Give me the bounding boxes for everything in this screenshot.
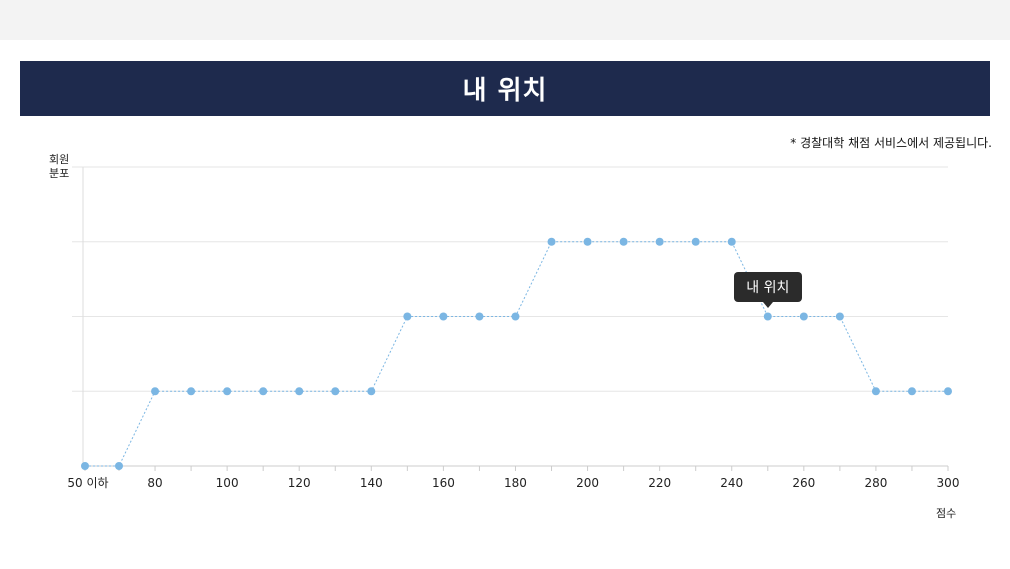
data-point <box>331 387 340 396</box>
data-point <box>907 387 916 396</box>
top-strip <box>0 0 1010 40</box>
data-point <box>511 312 520 321</box>
data-point <box>187 387 196 396</box>
x-tick-label: 140 <box>360 476 383 490</box>
title-bar: 내 위치 <box>20 61 990 116</box>
series-line <box>85 241 948 467</box>
page-title: 내 위치 <box>462 76 548 106</box>
data-point <box>583 237 592 246</box>
data-point <box>259 387 268 396</box>
x-tick-label: 50 이하 <box>67 476 108 490</box>
line-layer <box>85 241 948 467</box>
x-tick-label: 220 <box>648 476 671 490</box>
data-point <box>403 312 412 321</box>
data-point <box>475 312 484 321</box>
x-tick-label: 160 <box>432 476 455 490</box>
x-tick-label: 180 <box>504 476 527 490</box>
data-point <box>944 387 952 396</box>
grid-layer <box>72 166 948 392</box>
x-tick-label: 300 <box>937 476 960 490</box>
tick-layer: 50 이하 80 100 120 140 160 180 200 220 240 260 280 300 <box>67 476 959 490</box>
data-point <box>871 387 880 396</box>
x-tick-label: 280 <box>864 476 887 490</box>
data-point <box>115 462 123 470</box>
my-position-tooltip: 내 위치 <box>733 272 802 308</box>
data-point <box>367 387 376 396</box>
x-tick-label: 260 <box>792 476 815 490</box>
y-axis-label: 회원 분포 <box>49 153 70 180</box>
data-point <box>439 312 448 321</box>
x-tick-label: 240 <box>720 476 743 490</box>
data-point <box>619 237 628 246</box>
x-tick-label: 120 <box>288 476 311 490</box>
source-note: * 경찰대학 채점 서비스에서 제공됩니다. <box>790 136 992 150</box>
data-point <box>655 237 664 246</box>
x-axis-label: 점수 <box>936 507 957 520</box>
data-point <box>691 237 700 246</box>
data-point <box>799 312 808 321</box>
x-tick-label: 80 <box>147 476 162 490</box>
data-point <box>223 387 232 396</box>
x-tick-label: 200 <box>576 476 599 490</box>
data-point <box>835 312 844 321</box>
data-point <box>727 237 736 246</box>
x-tick-label: 100 <box>216 476 239 490</box>
data-point <box>295 387 304 396</box>
point-layer <box>81 237 952 470</box>
data-point <box>81 462 89 470</box>
data-point <box>763 312 772 321</box>
data-point <box>547 237 556 246</box>
data-point <box>151 387 160 396</box>
